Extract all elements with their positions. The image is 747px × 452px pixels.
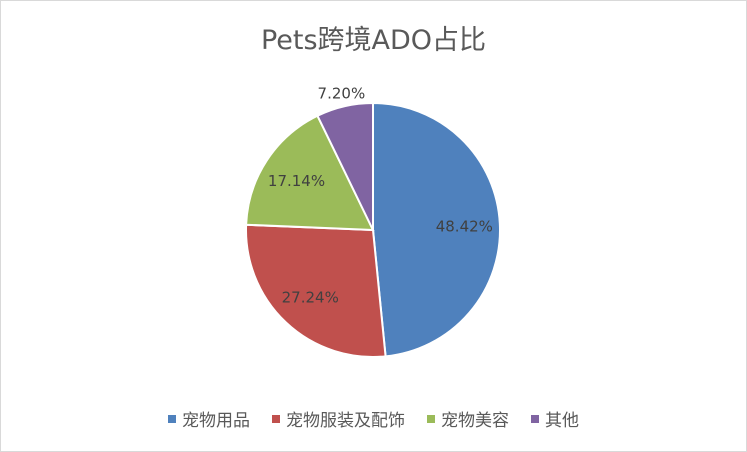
legend: 宠物用品 宠物服装及配饰 宠物美容 其他: [0, 406, 747, 431]
pie-slice-supplies: [372, 101, 501, 358]
legend-item-grooming: 宠物美容: [427, 406, 509, 431]
legend-item-supplies: 宠物用品: [168, 406, 250, 431]
data-label-grooming: 17.14%: [268, 172, 325, 190]
pie-slice-grooming: [245, 114, 375, 232]
pie-slice-apparel: [245, 223, 387, 358]
legend-swatch-supplies: [168, 414, 176, 423]
data-label-supplies: 48.42%: [436, 217, 493, 235]
legend-swatch-grooming: [427, 414, 435, 423]
legend-label-other: 其他: [545, 411, 579, 431]
legend-label-apparel: 宠物服装及配饰: [286, 411, 405, 431]
legend-item-apparel: 宠物服装及配饰: [272, 406, 405, 431]
chart-title: Pets跨境ADO占比: [260, 25, 487, 56]
legend-swatch-other: [531, 414, 539, 423]
legend-label-grooming: 宠物美容: [441, 411, 509, 431]
data-label-apparel: 27.24%: [282, 288, 339, 306]
data-label-other: 7.20%: [318, 85, 366, 103]
legend-item-other: 其他: [531, 406, 579, 431]
legend-label-supplies: 宠物用品: [182, 411, 250, 431]
pie-slice-other: [316, 101, 374, 231]
legend-swatch-apparel: [272, 414, 280, 423]
